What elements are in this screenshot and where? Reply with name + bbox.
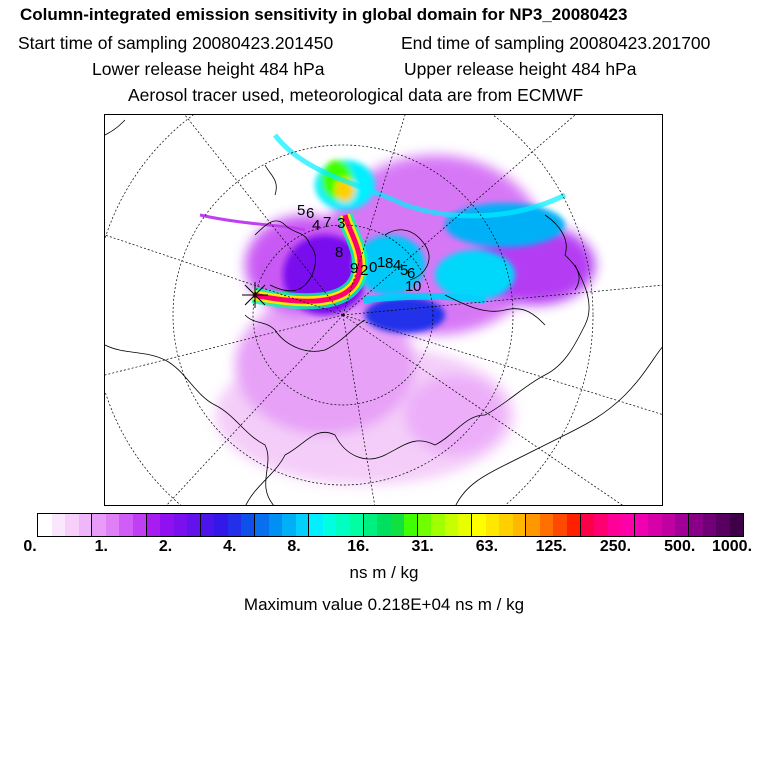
colorbar-segment: [322, 514, 337, 536]
colorbar-segment: [404, 514, 418, 536]
colorbar-unit: ns m / kg: [349, 563, 419, 582]
traj-label: 4: [312, 217, 320, 234]
colorbar-segment: [390, 514, 405, 536]
emission-sensitivity-map: 5 6 4 7 3 8 9 2 0 1 8 4 5 6 1 0: [104, 114, 663, 506]
colorbar-segment: [227, 514, 242, 536]
colorbar-segment: [214, 514, 228, 536]
traj-label: 8: [335, 244, 343, 261]
colorbar-segment: [675, 514, 689, 536]
colorbar-segment: [119, 514, 133, 536]
colorbar-segment: [51, 514, 66, 536]
colorbar-segment: [146, 514, 161, 536]
colorbar-segment: [255, 514, 269, 536]
colorbar-segment: [349, 514, 364, 536]
colorbar-segment: [621, 514, 635, 536]
colorbar-tick-label: 4.: [223, 538, 237, 555]
colorbar-segment: [173, 514, 188, 536]
colorbar-segment: [444, 514, 459, 536]
colorbar-segment: [132, 514, 147, 536]
colorbar-segment: [363, 514, 378, 536]
colorbar-segment: [594, 514, 608, 536]
end-time-label: End time of sampling 20080423.201700: [401, 33, 711, 53]
traj-label: 2: [360, 262, 368, 279]
colorbar-segment: [607, 514, 622, 536]
traj-label: 0: [369, 259, 377, 276]
colorbar-tick-label: 1000.: [711, 538, 753, 555]
colorbar-segment: [78, 514, 93, 536]
colorbar-segment: [566, 514, 581, 536]
colorbar-segment: [702, 514, 717, 536]
colorbar-segment: [472, 514, 486, 536]
colorbar-segment: [38, 514, 52, 536]
colorbar-tick-label: 0.: [23, 538, 37, 555]
colorbar-segment: [648, 514, 662, 536]
traj-label: 4: [393, 257, 401, 274]
colorbar-tick-label: 1.: [94, 538, 108, 555]
plume-field: [199, 133, 595, 485]
trajectory-labels: 5 6 4 7 3 8 9 2 0 1 8 4 5 6 1 0: [297, 202, 421, 295]
colorbar: [37, 513, 744, 537]
colorbar-segment: [499, 514, 513, 536]
plot-title: Column-integrated emission sensitivity i…: [20, 5, 628, 24]
colorbar-segment: [689, 514, 703, 536]
colorbar-segment: [661, 514, 676, 536]
colorbar-tick-label: 16.: [347, 538, 370, 555]
colorbar-segment: [431, 514, 445, 536]
colorbar-segment: [634, 514, 649, 536]
map-canvas: 5 6 4 7 3 8 9 2 0 1 8 4 5 6 1 0: [105, 115, 662, 505]
colorbar-segment: [539, 514, 554, 536]
colorbar-segment: [268, 514, 283, 536]
colorbar-segment: [241, 514, 255, 536]
traj-label: 5: [297, 202, 305, 219]
graticule: [105, 115, 662, 505]
traj-label: 8: [385, 255, 393, 272]
colorbar-tick-label: 2.: [158, 538, 173, 555]
colorbar-segment: [336, 514, 350, 536]
colorbar-segment: [458, 514, 472, 536]
colorbar-tick-label: 63.: [475, 538, 499, 555]
colorbar-segment: [105, 514, 120, 536]
traj-label: 5: [400, 262, 408, 279]
colorbar-segment: [526, 514, 540, 536]
coastlines: [105, 119, 662, 505]
colorbar-segment: [512, 514, 527, 536]
colorbar-tick-label: 31.: [411, 538, 434, 555]
traj-label: 1: [377, 254, 385, 271]
colorbar-segment: [580, 514, 595, 536]
colorbar-segment: [485, 514, 500, 536]
traj-label: 6: [407, 265, 415, 282]
traj-label: 6: [306, 205, 314, 222]
colorbar-segment: [553, 514, 567, 536]
colorbar-tick-label: 500.: [664, 538, 696, 555]
colorbar-tick-label: 125.: [535, 538, 567, 555]
colorbar-segment: [200, 514, 215, 536]
tracer-info-label: Aerosol tracer used, meteorological data…: [128, 85, 584, 105]
colorbar-segment: [160, 514, 174, 536]
max-value-label: Maximum value 0.218E+04 ns m / kg: [243, 595, 525, 614]
colorbar-segment: [187, 514, 201, 536]
colorbar-segment: [729, 514, 744, 536]
colorbar-segment: [309, 514, 323, 536]
traj-label: 7: [323, 214, 331, 231]
upper-release-label: Upper release height 484 hPa: [404, 59, 637, 79]
colorbar-segment: [417, 514, 432, 536]
colorbar-segment: [295, 514, 310, 536]
lower-release-label: Lower release height 484 hPa: [92, 59, 325, 79]
traj-label: 1: [405, 278, 413, 295]
colorbar-segment: [65, 514, 79, 536]
traj-label: 9: [350, 260, 358, 277]
traj-label: 0: [413, 278, 421, 295]
colorbar-segment: [92, 514, 106, 536]
colorbar-segment: [716, 514, 730, 536]
colorbar-tick-label: 250.: [599, 538, 632, 555]
release-marker: [242, 282, 268, 308]
colorbar-segment: [377, 514, 391, 536]
start-time-label: Start time of sampling 20080423.201450: [18, 33, 334, 53]
colorbar-tick-label: 8.: [287, 538, 301, 555]
colorbar-segment: [282, 514, 296, 536]
traj-label: 3: [337, 215, 345, 232]
